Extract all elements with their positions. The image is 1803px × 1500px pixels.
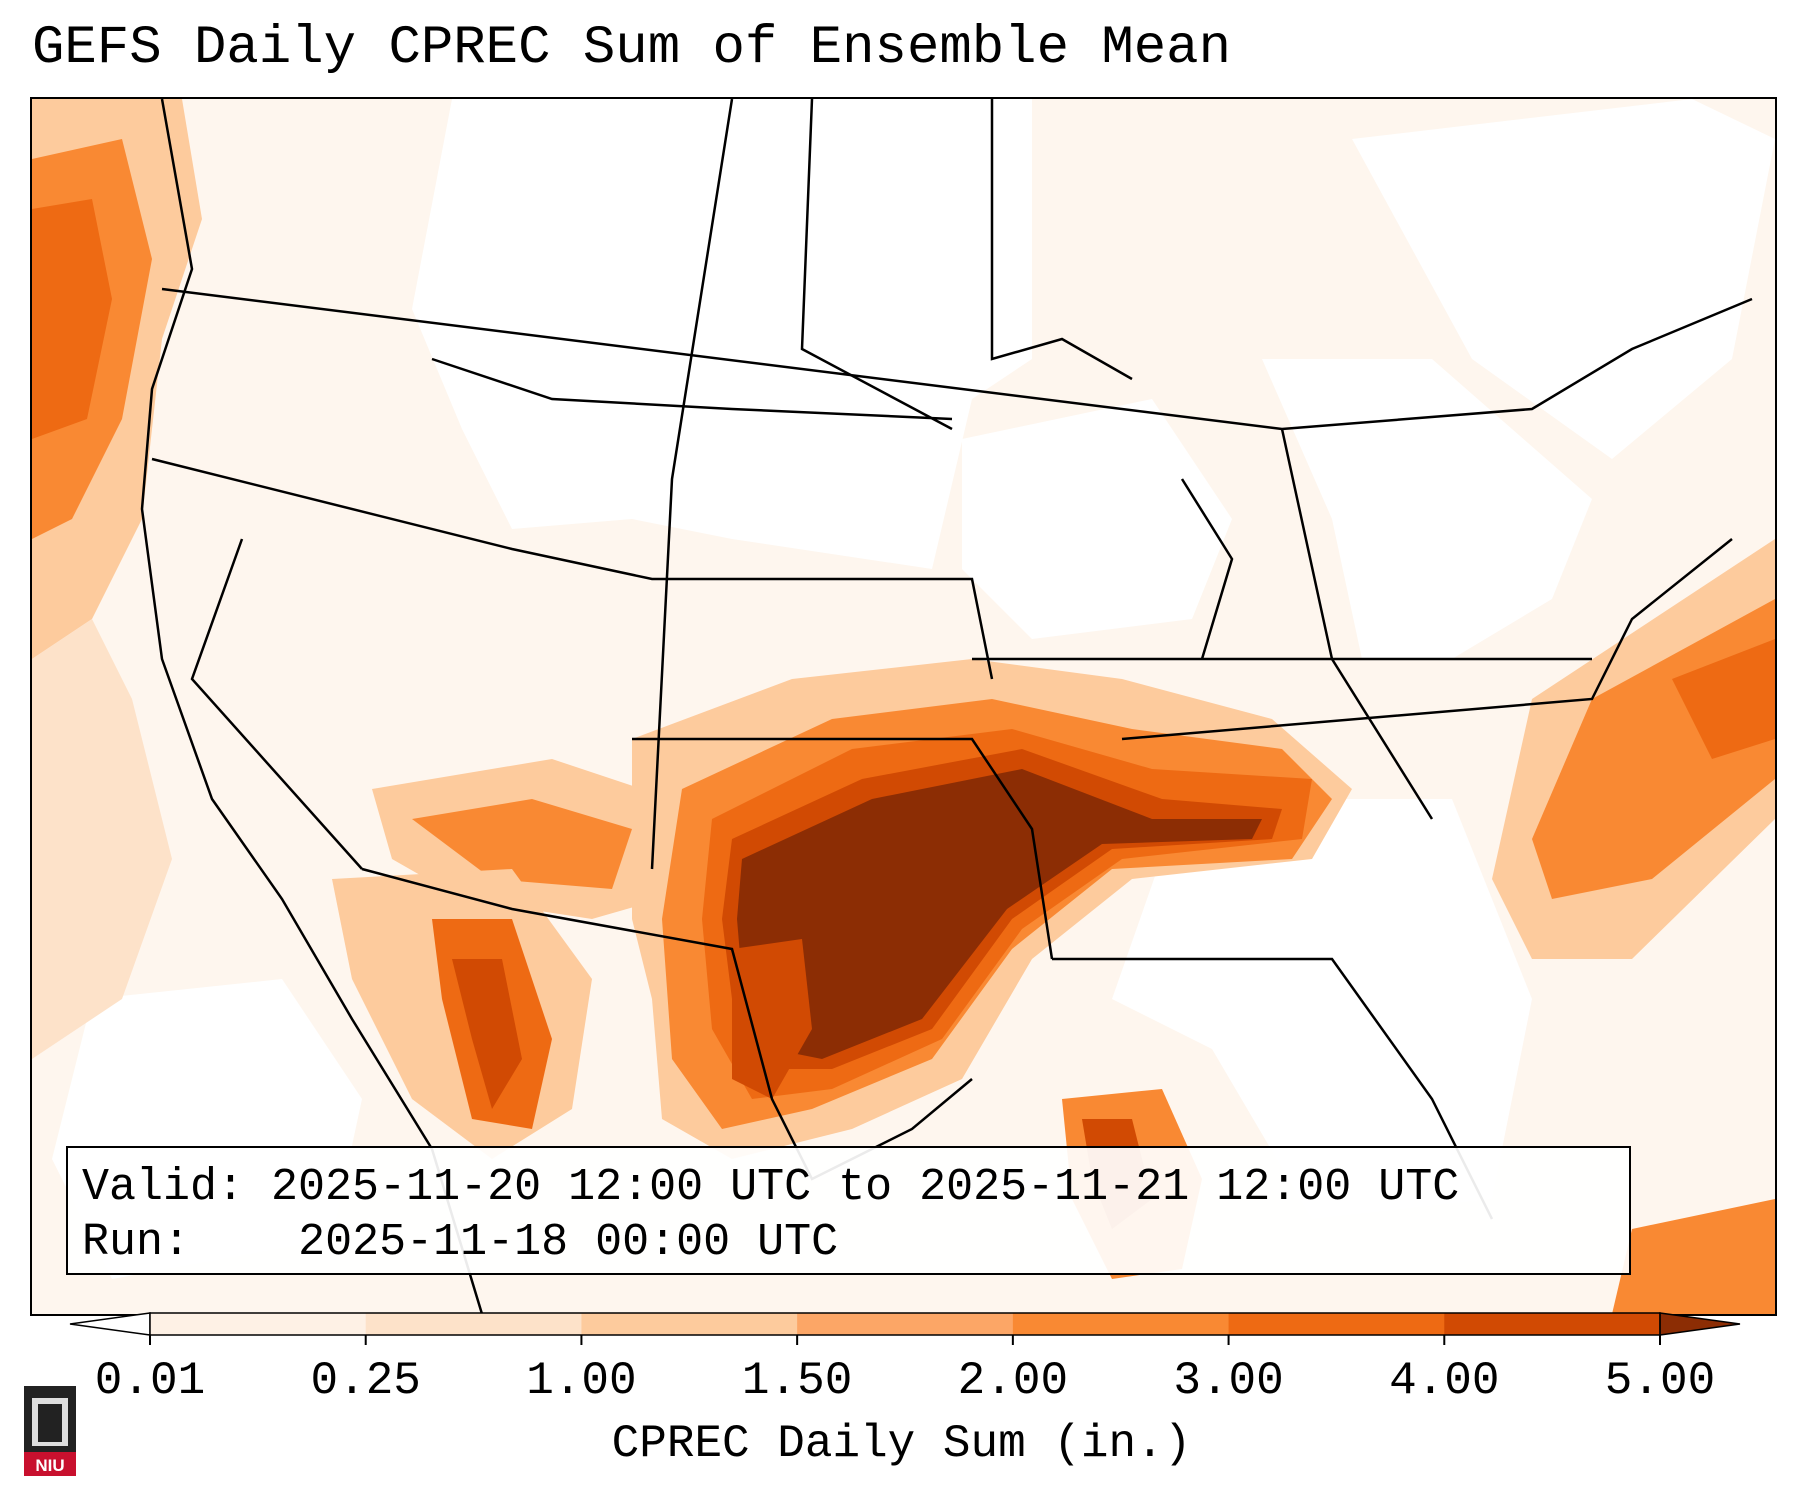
colorbar <box>69 1312 1741 1345</box>
colorbar-tick-label: 1.50 <box>741 1355 853 1407</box>
pacific-precip <box>32 99 202 1059</box>
svg-text:NIU: NIU <box>35 1456 64 1475</box>
boundary-lines <box>140 99 1753 1314</box>
colorbar-tick-label: 5.00 <box>1604 1355 1716 1407</box>
valid-run-info-box: Valid: 2025-11-20 12:00 UTC to 2025-11-2… <box>66 1146 1631 1275</box>
valid-line: Valid: 2025-11-20 12:00 UTC to 2025-11-2… <box>82 1160 1615 1215</box>
valid-value: 2025-11-20 12:00 UTC to 2025-11-21 12:00… <box>271 1162 1460 1213</box>
colorbar-tick-label: 4.00 <box>1389 1355 1500 1407</box>
colorbar-tick-label: 3.00 <box>1173 1355 1284 1407</box>
map-canvas <box>32 99 1775 1314</box>
colorbar-segment <box>1444 1313 1661 1335</box>
run-value: 2025-11-18 00:00 UTC <box>298 1217 839 1268</box>
run-label: Run: <box>82 1217 191 1268</box>
atlantic-precip <box>1492 539 1775 1314</box>
colorbar-label: CPREC Daily Sum (in.) <box>611 1418 1192 1470</box>
central-precip <box>632 659 1352 1279</box>
colorbar-tick-label: 2.00 <box>957 1355 1069 1407</box>
colorbar-segment <box>581 1313 798 1335</box>
niu-logo-icon: NIU <box>22 1384 78 1485</box>
precipitation-map <box>30 97 1777 1316</box>
colorbar-segment <box>1012 1313 1230 1335</box>
run-line: Run: 2025-11-18 00:00 UTC <box>82 1215 1615 1270</box>
valid-label: Valid: <box>82 1162 245 1213</box>
colorbar-segment <box>365 1313 582 1335</box>
colorbar-tick-label: 0.25 <box>310 1355 421 1407</box>
colorbar-segment <box>1228 1313 1445 1335</box>
colorbar-tick-label: 1.00 <box>526 1355 637 1407</box>
colorbar-tick-label: 0.01 <box>94 1355 206 1407</box>
colorbar-over-triangle <box>1659 1312 1741 1336</box>
colorbar-segment <box>797 1313 1014 1335</box>
chart-title: GEFS Daily CPREC Sum of Ensemble Mean <box>32 18 1231 79</box>
colorbar-outline <box>149 1312 1661 1336</box>
colorbar-under-triangle <box>69 1312 151 1336</box>
dry-areas <box>52 99 1775 1279</box>
colorbar-segment <box>150 1313 367 1335</box>
